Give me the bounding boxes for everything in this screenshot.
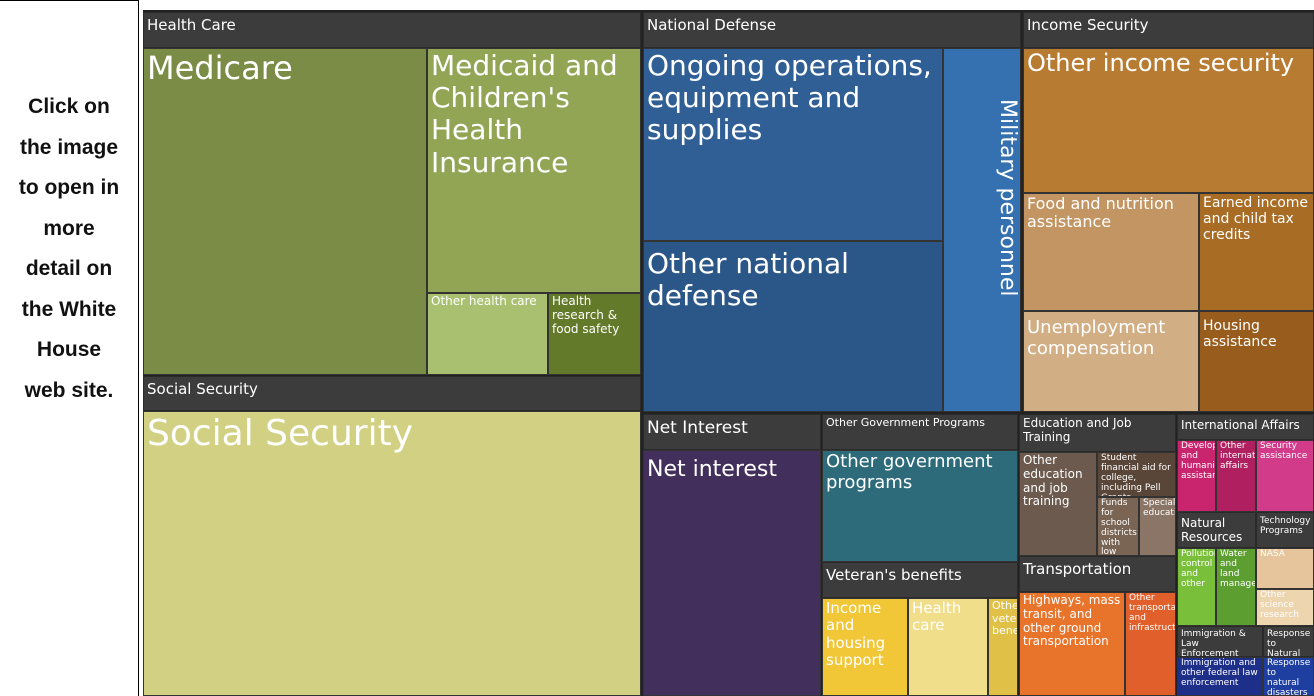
cell: Other government programs [822,450,1018,562]
cell: Net interest [643,450,821,696]
group-header: Veteran's benefits [822,562,1018,598]
cell: Special education [1139,497,1176,556]
cell: Health research & food safety [548,293,641,375]
cell: Highways, mass transit, and other ground… [1019,592,1125,696]
cell: Other national defense [643,241,943,412]
cell: Social Security [143,411,641,696]
group-header: Immigration & Law Enforcement [1177,626,1263,657]
cell: Income and housing support [822,598,908,696]
group-header: Response to Natural Disasters [1263,626,1314,657]
cell: Ongoing operations, equipment and suppli… [643,48,943,241]
cell: Security assistance [1256,440,1314,512]
group-header: International Affairs [1177,414,1314,440]
group-header: Education and Job Training [1019,414,1176,452]
cell: Response to natural disasters [1263,657,1314,696]
cell: Unemployment compensation [1023,311,1199,412]
cell: Pollution control and other [1177,548,1216,626]
cell: Other education and job training [1019,452,1097,556]
cell: Medicaid and Children's Health Insurance [427,48,641,293]
cell: NASA [1256,548,1314,589]
left-panel: Click on the image to open in more detai… [0,0,139,696]
group-header: Net Interest [643,414,821,450]
group-header: Technology Programs [1256,512,1314,548]
cell: Other income security [1023,48,1314,193]
cell: Funds for school districts with low inco… [1097,497,1139,556]
instruction: Click on the image to open in more detai… [18,95,120,402]
cell: Student financial aid for college, inclu… [1097,452,1176,497]
cell: Medicare [143,48,427,375]
cell: Earned income and child tax credits [1199,193,1314,311]
treemap[interactable]: Health Care Medicare Medicaid and Childr… [143,10,1314,696]
cell: Development and humanitarian assistance [1177,440,1216,512]
group-header: Health Care [143,12,641,48]
cell: Water and land management [1216,548,1256,626]
cell: Other science research [1256,589,1314,626]
cell: Other transportation and infrastructure [1125,592,1176,696]
group-header: Other Government Programs [822,414,1018,450]
cell: Military personnel [943,48,1021,412]
cell: Immigration and other federal law enforc… [1177,657,1263,696]
cell: Other international affairs [1216,440,1256,512]
group-header: Income Security [1023,12,1314,48]
group-header: Social Security [143,376,641,411]
cell: Other health care [427,293,548,375]
group-header: Transportation [1019,556,1176,592]
cell: Food and nutrition assistance [1023,193,1199,311]
cell: Health care [908,598,988,696]
group-header: National Defense [643,12,1021,48]
group-header: Natural Resources [1177,512,1256,548]
cell: Other veterans benefits [988,598,1018,696]
cell: Housing assistance [1199,311,1314,412]
